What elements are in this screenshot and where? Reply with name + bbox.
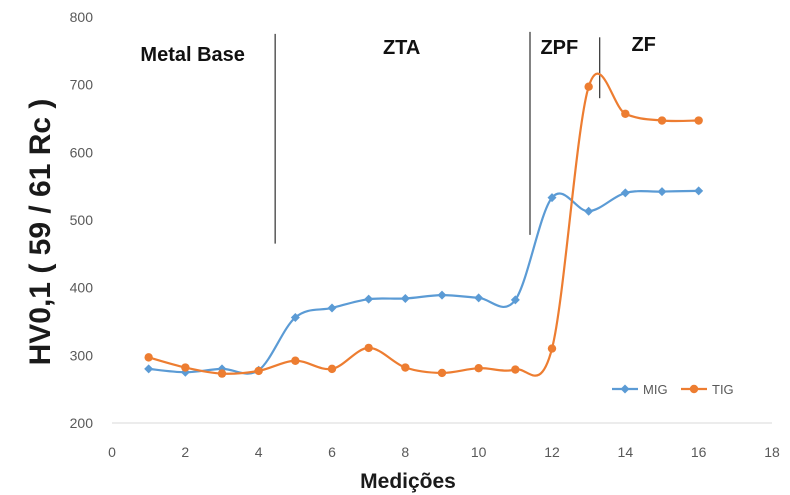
x-tick-label: 14	[618, 444, 634, 460]
legend-label-mig: MIG	[643, 382, 668, 397]
x-tick-label: 8	[401, 444, 409, 460]
y-tick-label: 400	[70, 280, 94, 296]
point-mig	[657, 187, 667, 197]
region-label: ZTA	[383, 37, 420, 59]
region-label: ZPF	[540, 37, 578, 59]
region-labels: Metal Base ZTA ZPF ZF	[140, 34, 655, 66]
legend-marker-tig	[689, 384, 699, 394]
point-mig	[400, 293, 410, 303]
x-tick-label: 12	[544, 444, 560, 460]
point-tig	[144, 353, 153, 362]
x-axis-title: Medições	[360, 470, 456, 493]
data-series	[144, 72, 704, 378]
point-tig	[364, 343, 373, 353]
region-label: Metal Base	[140, 44, 245, 66]
point-tig	[621, 109, 630, 118]
point-mig	[290, 312, 300, 322]
point-tig	[584, 82, 593, 91]
legend-label-tig: TIG	[712, 382, 734, 397]
point-tig	[547, 344, 557, 353]
y-tick-label: 200	[70, 415, 94, 431]
point-mig	[620, 188, 630, 198]
y-tick-label: 700	[70, 77, 94, 93]
point-tig	[327, 364, 337, 374]
point-mig	[364, 294, 374, 304]
point-mig	[584, 206, 594, 216]
y-tick-label: 600	[70, 144, 94, 160]
point-mig	[144, 364, 154, 374]
point-tig	[401, 363, 410, 372]
x-tick-label: 16	[691, 444, 707, 460]
point-mig	[327, 303, 337, 313]
series-line-tig	[148, 72, 699, 377]
x-tick-label: 4	[255, 444, 263, 460]
y-tick-label: 800	[70, 9, 94, 25]
y-tick-label: 300	[70, 347, 94, 363]
point-mig	[474, 293, 484, 303]
point-tig	[254, 366, 263, 376]
x-tick-label: 6	[328, 444, 336, 460]
series-line-mig	[148, 189, 699, 375]
point-mig	[437, 290, 447, 300]
x-tick-label: 18	[764, 444, 780, 460]
x-axis-ticks: 0 2 4 6 8 10 12 14 16 18	[108, 444, 780, 460]
x-tick-label: 0	[108, 444, 116, 460]
point-tig	[217, 369, 227, 378]
point-tig	[291, 356, 300, 365]
y-axis-title: HV0,1 ( 59 / 61 Rc )	[24, 99, 57, 366]
legend-marker-mig	[620, 384, 630, 394]
region-dividers	[274, 31, 601, 244]
x-tick-label: 2	[181, 444, 189, 460]
x-tick-label: 10	[471, 444, 487, 460]
y-axis-ticks: 200 300 400 500 600 700 800	[70, 9, 94, 431]
point-mig	[694, 186, 704, 196]
point-tig	[181, 363, 190, 372]
region-label: ZF	[631, 34, 655, 56]
point-tig	[437, 368, 447, 378]
point-tig	[511, 365, 520, 374]
y-tick-label: 500	[70, 212, 94, 228]
legend: MIG TIG	[612, 382, 734, 397]
point-mig	[547, 193, 557, 203]
point-tig	[474, 363, 483, 373]
point-mig	[510, 295, 520, 305]
point-tig	[694, 116, 703, 125]
point-tig	[657, 116, 667, 125]
